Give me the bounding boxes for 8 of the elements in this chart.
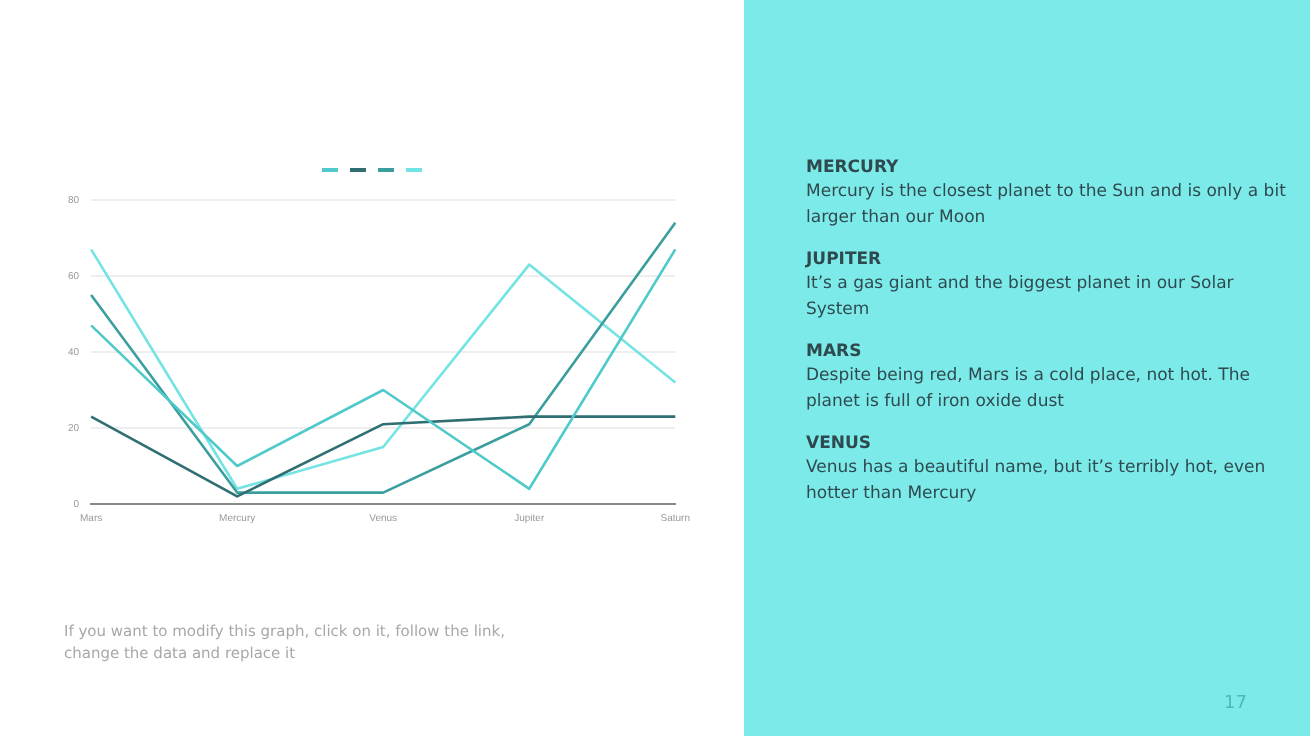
text: Despite being red, Mars is a cold place, not hot. The planet is full of iron oxide dust [806,364,1252,416]
text: It’s a gas giant and the biggest planet in our Solar System [806,272,1236,324]
text: Mercury is the closest planet to the Sun and is only a bit larger than our Moon [806,180,1286,232]
text: MERCURY [806,158,901,180]
text: VENUS [806,434,874,456]
text: JUPITER [806,250,884,272]
text: MARS [806,342,864,364]
text: Venus has a beautiful name, but it’s terribly hot, even hotter than Mercury [806,456,1268,508]
